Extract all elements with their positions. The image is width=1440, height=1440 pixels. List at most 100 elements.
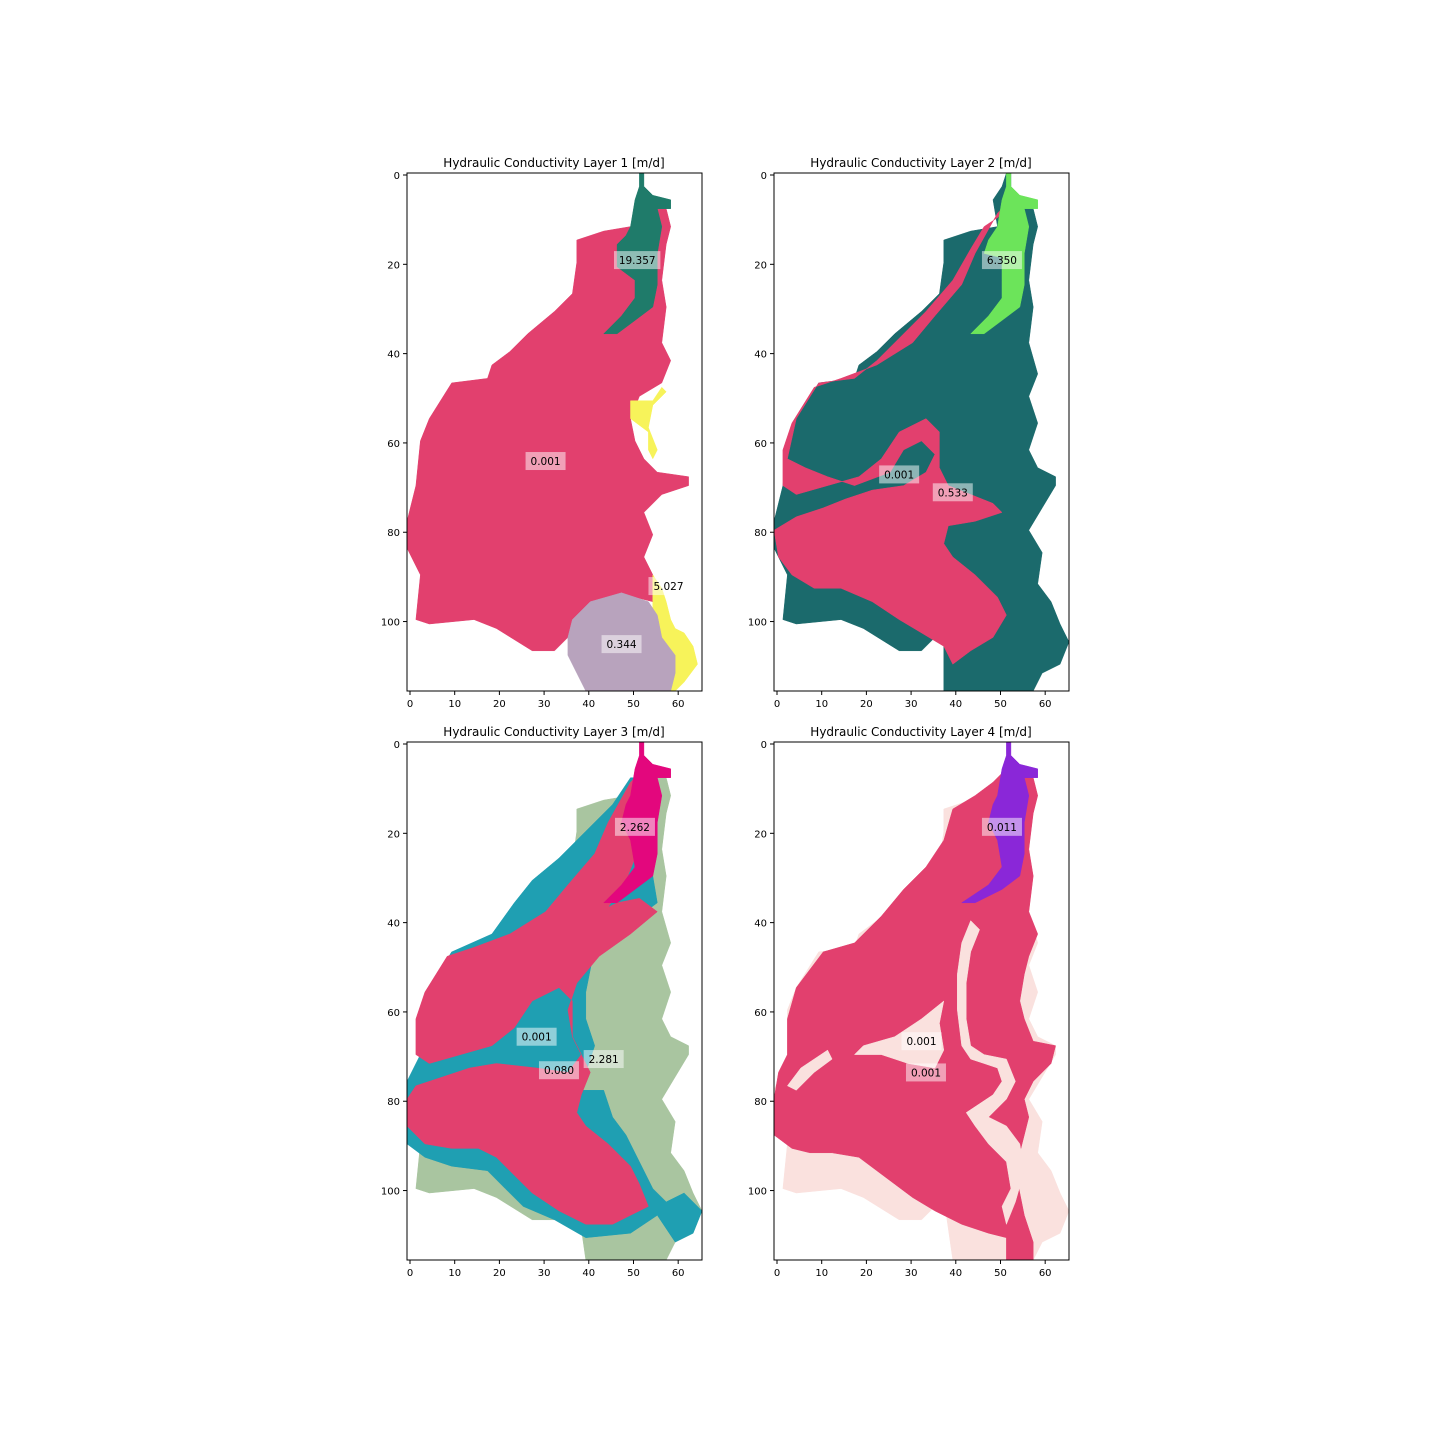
panel-layer-2: Hydraulic Conductivity Layer 2 [m/d] 0 10… [748, 156, 1070, 710]
x-tick-label: 0 [407, 699, 413, 710]
y-tick-label: 60 [754, 1008, 767, 1019]
panel-title: Hydraulic Conductivity Layer 4 [m/d] [810, 725, 1031, 739]
value-label-box [601, 635, 642, 654]
y-tick-label: 40 [754, 919, 767, 930]
x-tick-label: 20 [860, 699, 873, 710]
x-tick-label: 40 [949, 699, 962, 710]
value-label: 0.011 [987, 822, 1017, 834]
y-tick-label: 40 [754, 350, 767, 361]
zone-0.001 [774, 199, 1012, 665]
value-label: 0.001 [911, 1067, 941, 1079]
zone-0.080 [407, 768, 658, 1225]
y-tick-label: 100 [381, 618, 400, 629]
zone-0.001-channel [957, 920, 1025, 1226]
y-tick-label: 20 [754, 260, 767, 271]
y-tick-label: 80 [387, 1097, 400, 1108]
value-label: 19.357 [619, 255, 656, 267]
y-tick-label: 60 [754, 439, 767, 450]
axes-frame [406, 741, 703, 1261]
x-tick-label: 10 [815, 699, 828, 710]
value-label: 0.001 [884, 469, 914, 481]
panel-layer-1: Hydraulic Conductivity Layer 1 [m/d] 0 10… [381, 156, 703, 710]
x-tick-label: 50 [994, 1268, 1007, 1279]
value-label: 0.533 [938, 487, 968, 499]
value-label-box [879, 465, 920, 484]
y-tick-label: 100 [748, 618, 767, 629]
value-label: 0.001 [522, 1032, 552, 1044]
x-tick-label: 50 [627, 1268, 640, 1279]
y-tick-label: 20 [754, 829, 767, 840]
value-label: 0.344 [607, 639, 637, 651]
panel-title: Hydraulic Conductivity Layer 1 [m/d] [443, 156, 664, 170]
value-label-box [932, 483, 973, 502]
axes-frame [406, 172, 703, 692]
y-tick-label: 80 [754, 1097, 767, 1108]
zone-0.001-lens [853, 1000, 945, 1069]
y-tick-label: 80 [754, 528, 767, 539]
value-label-box [538, 1061, 579, 1080]
x-tick-label: 30 [905, 699, 918, 710]
value-label-box [981, 251, 1022, 270]
x-tick-label: 50 [627, 699, 640, 710]
value-label-box [614, 817, 655, 836]
value-label-box [516, 1027, 557, 1046]
x-tick-label: 0 [407, 1268, 413, 1279]
x-tick-label: 10 [448, 1268, 461, 1279]
y-tick-label: 0 [761, 171, 767, 182]
x-tick-label: 30 [538, 699, 551, 710]
value-label-box [613, 251, 661, 270]
x-tick-label: 0 [774, 699, 780, 710]
value-label-box [525, 452, 566, 471]
y-tick-label: 100 [381, 1187, 400, 1198]
value-label-box [981, 817, 1022, 836]
x-tick-label: 40 [582, 1268, 595, 1279]
x-tick-label: 20 [493, 1268, 506, 1279]
value-label: 6.350 [987, 255, 1017, 267]
value-label-box [648, 577, 689, 596]
y-tick-label: 40 [387, 919, 400, 930]
x-tick-label: 40 [949, 1268, 962, 1279]
y-tick-label: 0 [394, 740, 400, 751]
x-tick-label: 40 [582, 699, 595, 710]
y-tick-label: 20 [387, 829, 400, 840]
y-tick-label: 0 [394, 171, 400, 182]
value-label: 0.001 [906, 1036, 936, 1048]
value-label-box [901, 1032, 942, 1051]
value-label-box [583, 1050, 624, 1069]
panel-layer-3: Hydraulic Conductivity Layer 3 [m/d] 0 10… [381, 725, 703, 1279]
y-tick-label: 100 [748, 1187, 767, 1198]
y-tick-label: 20 [387, 260, 400, 271]
value-label: 2.262 [620, 822, 650, 834]
value-label-box [905, 1063, 946, 1082]
y-tick-label: 60 [387, 1008, 400, 1019]
panel-title: Hydraulic Conductivity Layer 3 [m/d] [443, 725, 664, 739]
value-label: 5.027 [653, 581, 683, 593]
y-tick-label: 60 [387, 439, 400, 450]
value-label: 0.001 [531, 456, 561, 468]
x-tick-label: 30 [538, 1268, 551, 1279]
x-tick-label: 60 [1039, 699, 1052, 710]
y-tick-label: 0 [761, 740, 767, 751]
zone-0.001-strip [787, 1049, 833, 1091]
x-tick-label: 60 [672, 699, 685, 710]
zone-5.027 [630, 386, 667, 460]
panel-layer-4: Hydraulic Conductivity Layer 4 [m/d] 0 10… [748, 725, 1070, 1279]
y-tick-label: 80 [387, 528, 400, 539]
x-tick-label: 60 [1039, 1268, 1052, 1279]
y-tick-label: 40 [387, 350, 400, 361]
x-tick-label: 30 [905, 1268, 918, 1279]
axes-frame [773, 172, 1070, 692]
x-tick-label: 60 [672, 1268, 685, 1279]
x-tick-label: 20 [860, 1268, 873, 1279]
value-label: 0.080 [544, 1065, 574, 1077]
x-tick-label: 10 [815, 1268, 828, 1279]
x-tick-label: 10 [448, 699, 461, 710]
x-tick-label: 20 [493, 699, 506, 710]
value-label: 2.281 [589, 1054, 619, 1066]
axes-frame [773, 741, 1070, 1261]
x-tick-label: 0 [774, 1268, 780, 1279]
panel-title: Hydraulic Conductivity Layer 2 [m/d] [810, 156, 1031, 170]
x-tick-label: 50 [994, 699, 1007, 710]
